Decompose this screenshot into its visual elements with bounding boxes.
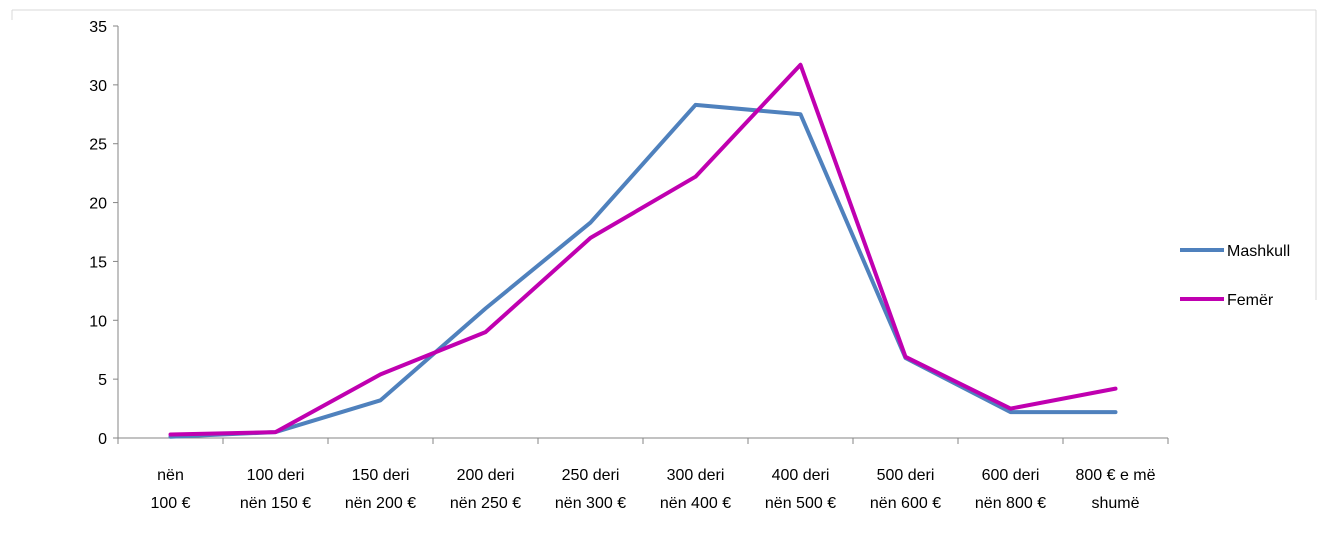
y-tick-label: 15 — [89, 254, 107, 271]
y-tick-label: 35 — [89, 19, 107, 36]
x-tick-label: 150 deri nën 200 € — [345, 467, 416, 512]
legend: Mashkull Femër — [1180, 243, 1290, 309]
series-line-1 — [168, 102, 1118, 439]
series-line-2 — [168, 62, 1118, 437]
y-tick-label: 25 — [89, 137, 107, 154]
legend-label: Femër — [1227, 292, 1274, 309]
y-tick-label: 20 — [89, 196, 107, 213]
x-axis-ticks: nën 100 € 100 deri nën 150 € 150 deri nën 200… — [117, 438, 1169, 512]
axes — [117, 26, 1168, 439]
x-tick-label: 200 deri nën 250 € — [450, 467, 521, 512]
x-tick-label: 600 deri nën 800 € — [975, 467, 1046, 512]
x-tick-label: 100 deri nën 150 € — [240, 467, 311, 512]
x-tick-label: 800 € e më shumë — [1075, 467, 1155, 512]
chart-area-border — [11, 9, 1317, 300]
x-tick-label: 500 deri nën 600 € — [870, 467, 941, 512]
y-tick-label: 10 — [89, 313, 107, 330]
x-tick-label: 300 deri nën 400 € — [660, 467, 731, 512]
chart-frame — [11, 9, 1317, 300]
y-tick-label: 0 — [98, 431, 107, 448]
x-tick-label: 400 deri nën 500 € — [765, 467, 836, 512]
x-tick-label: 250 deri nën 300 € — [555, 467, 626, 512]
y-axis-ticks: 0 5 10 15 20 25 30 35 — [89, 19, 118, 448]
x-tick-label: nën 100 € — [150, 467, 190, 512]
legend-label: Mashkull — [1227, 243, 1290, 260]
series-lines — [168, 62, 1118, 439]
y-tick-label: 30 — [89, 78, 107, 95]
y-tick-label: 5 — [98, 372, 107, 389]
